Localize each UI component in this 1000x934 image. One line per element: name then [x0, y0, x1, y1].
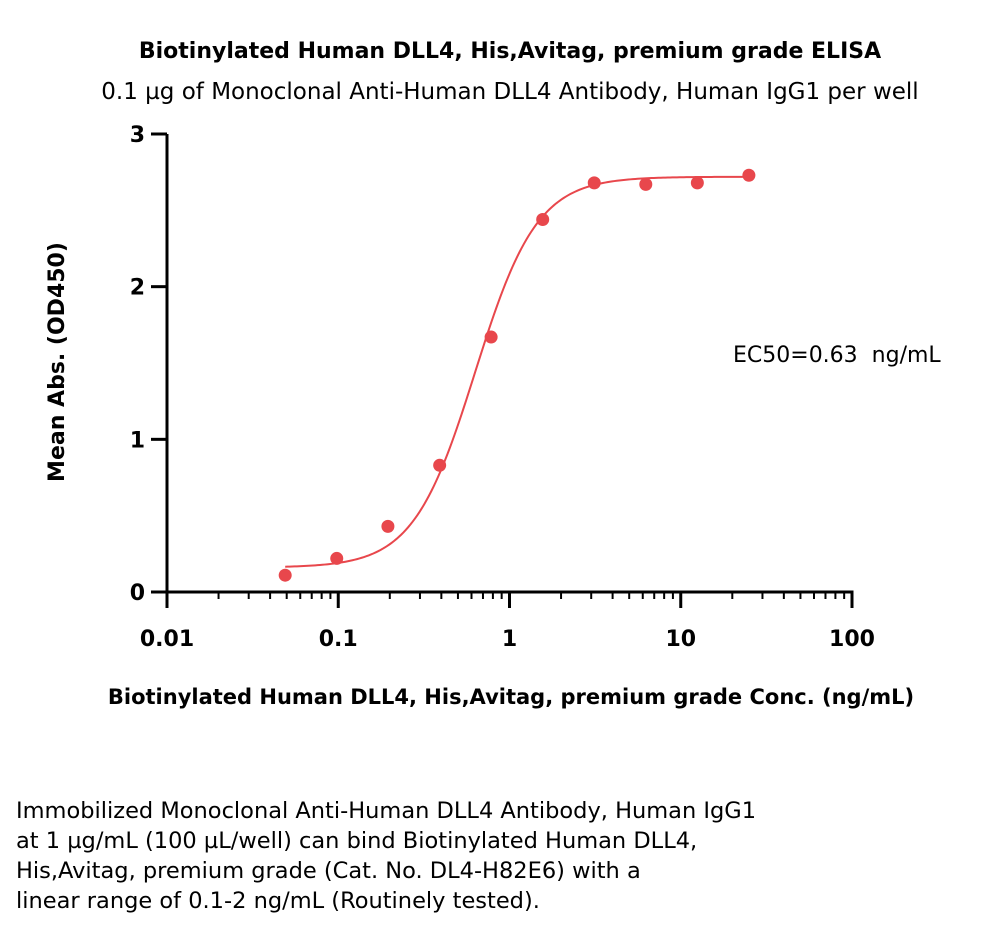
x-tick-label: 0.01 — [140, 627, 194, 652]
data-point — [278, 568, 292, 582]
x-axis-label: Biotinylated Human DLL4, His,Avitag, pre… — [108, 685, 914, 709]
y-tick-label: 3 — [130, 123, 145, 148]
data-point — [587, 176, 601, 190]
y-tick-label: 2 — [130, 276, 145, 301]
data-point — [690, 176, 704, 190]
y-tick-label: 0 — [130, 581, 145, 606]
caption-line: linear range of 0.1-2 ng/mL (Routinely t… — [16, 888, 540, 914]
x-tick-label: 100 — [829, 627, 875, 652]
chart-subtitle: 0.1 µg of Monoclonal Anti-Human DLL4 Ant… — [101, 79, 918, 105]
caption-line: Immobilized Monoclonal Anti-Human DLL4 A… — [16, 798, 757, 824]
data-point — [639, 177, 653, 191]
data-point — [536, 212, 550, 226]
caption-line: at 1 µg/mL (100 µL/well) can bind Biotin… — [16, 828, 698, 854]
plot-area — [278, 168, 756, 582]
data-point — [381, 519, 395, 533]
chart-title: Biotinylated Human DLL4, His,Avitag, pre… — [139, 39, 881, 64]
data-point — [742, 168, 756, 182]
y-tick-label: 1 — [130, 428, 145, 453]
caption-line: His,Avitag, premium grade (Cat. No. DL4-… — [16, 858, 641, 884]
fit-curve — [285, 175, 749, 568]
data-point — [330, 551, 344, 565]
x-tick-label: 10 — [665, 627, 696, 652]
y-axis-label: Mean Abs. (OD450) — [45, 242, 70, 482]
data-point — [484, 330, 498, 344]
caption: Immobilized Monoclonal Anti-Human DLL4 A… — [16, 796, 916, 916]
chart: Biotinylated Human DLL4, His,Avitag, pre… — [45, 39, 941, 709]
axes: 0 1 2 3 0.01 0.1 1 10 100 — [130, 123, 875, 652]
ec50-annotation: EC50=0.63 ng/mL — [733, 343, 941, 368]
data-point — [433, 458, 447, 472]
x-tick-label: 1 — [502, 627, 517, 652]
x-tick-label: 0.1 — [319, 627, 358, 652]
